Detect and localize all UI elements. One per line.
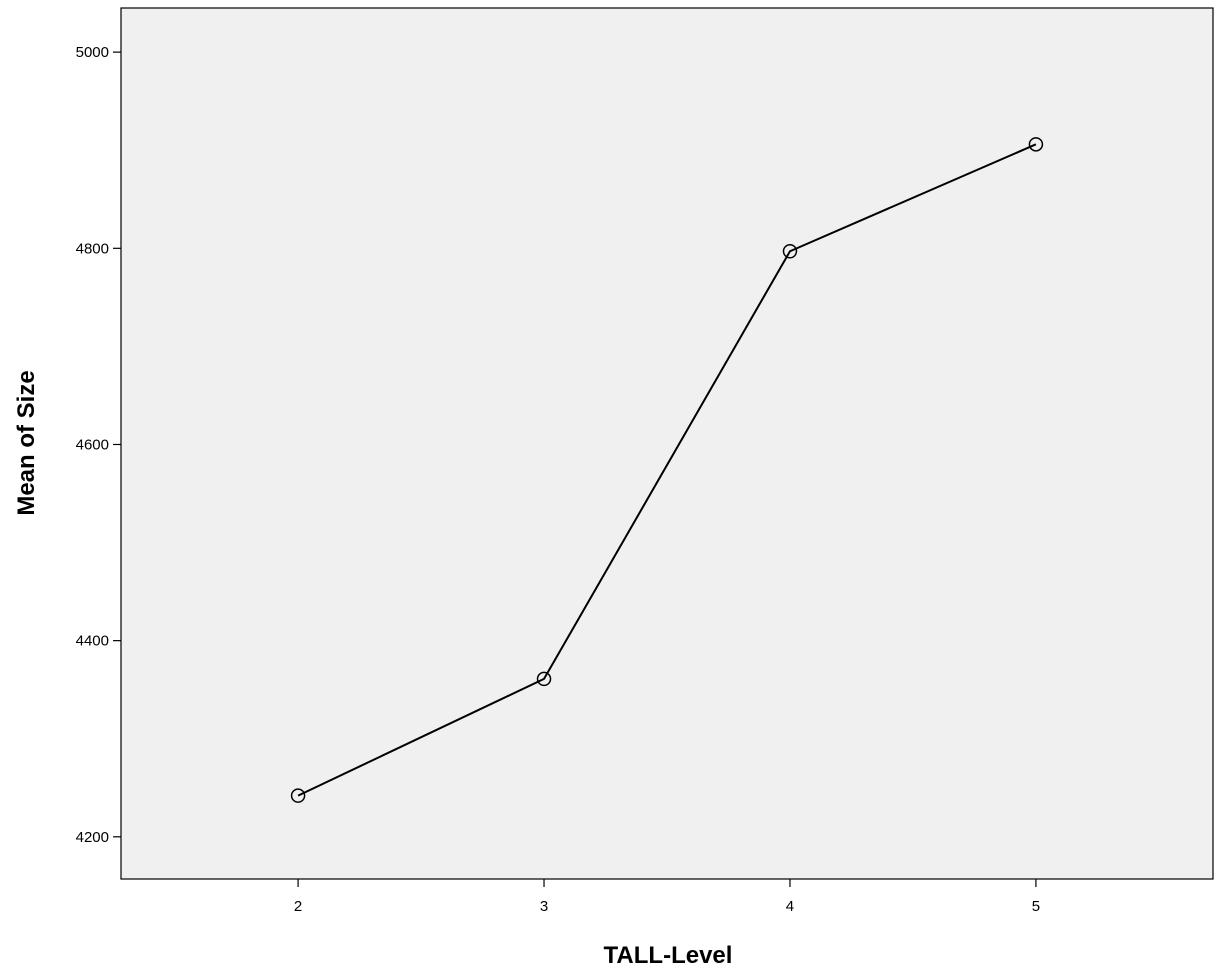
series-layer — [290, 137, 1044, 803]
y-tick-label: 4800 — [76, 240, 109, 257]
data-point — [1028, 137, 1044, 152]
y-axis-ticks: 4200 4400 4600 4800 5000 — [76, 44, 121, 846]
x-tick-label: 3 — [540, 898, 548, 915]
series-line — [297, 143, 1037, 797]
x-axis-ticks: 2 3 4 5 — [294, 879, 1040, 915]
x-tick-label: 2 — [294, 898, 302, 915]
data-point — [782, 244, 798, 259]
y-tick-label: 4200 — [76, 829, 109, 846]
x-tick-label: 5 — [1032, 898, 1040, 915]
data-point — [536, 671, 552, 687]
x-tick-label: 4 — [786, 898, 794, 915]
data-point — [290, 788, 306, 803]
x-axis-title: TALL-Level — [604, 942, 733, 969]
y-tick-label: 4600 — [76, 436, 109, 453]
y-axis-title: Mean of Size — [13, 370, 40, 515]
y-tick-label: 5000 — [76, 44, 109, 61]
plot-area — [120, 7, 1214, 880]
y-tick-label: 4400 — [76, 633, 109, 650]
